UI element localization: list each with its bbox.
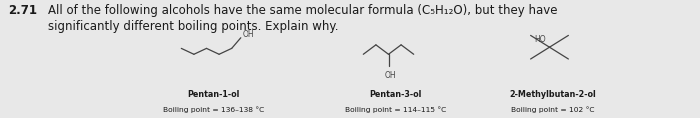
Text: All of the following alcohols have the same molecular formula (C₅H₁₂O), but they: All of the following alcohols have the s… — [48, 4, 557, 33]
Text: OH: OH — [242, 30, 254, 39]
Text: Boiling point = 114–115 °C: Boiling point = 114–115 °C — [345, 106, 446, 113]
Text: Boiling point = 136–138 °C: Boiling point = 136–138 °C — [163, 106, 264, 113]
Text: Pentan-3-ol: Pentan-3-ol — [370, 90, 421, 99]
Text: OH: OH — [385, 71, 397, 80]
Text: Boiling point = 102 °C: Boiling point = 102 °C — [511, 106, 595, 113]
Text: 2-Methylbutan-2-ol: 2-Methylbutan-2-ol — [510, 90, 596, 99]
Text: HO: HO — [534, 35, 546, 44]
Text: Pentan-1-ol: Pentan-1-ol — [188, 90, 239, 99]
Text: 2.71: 2.71 — [8, 4, 37, 17]
